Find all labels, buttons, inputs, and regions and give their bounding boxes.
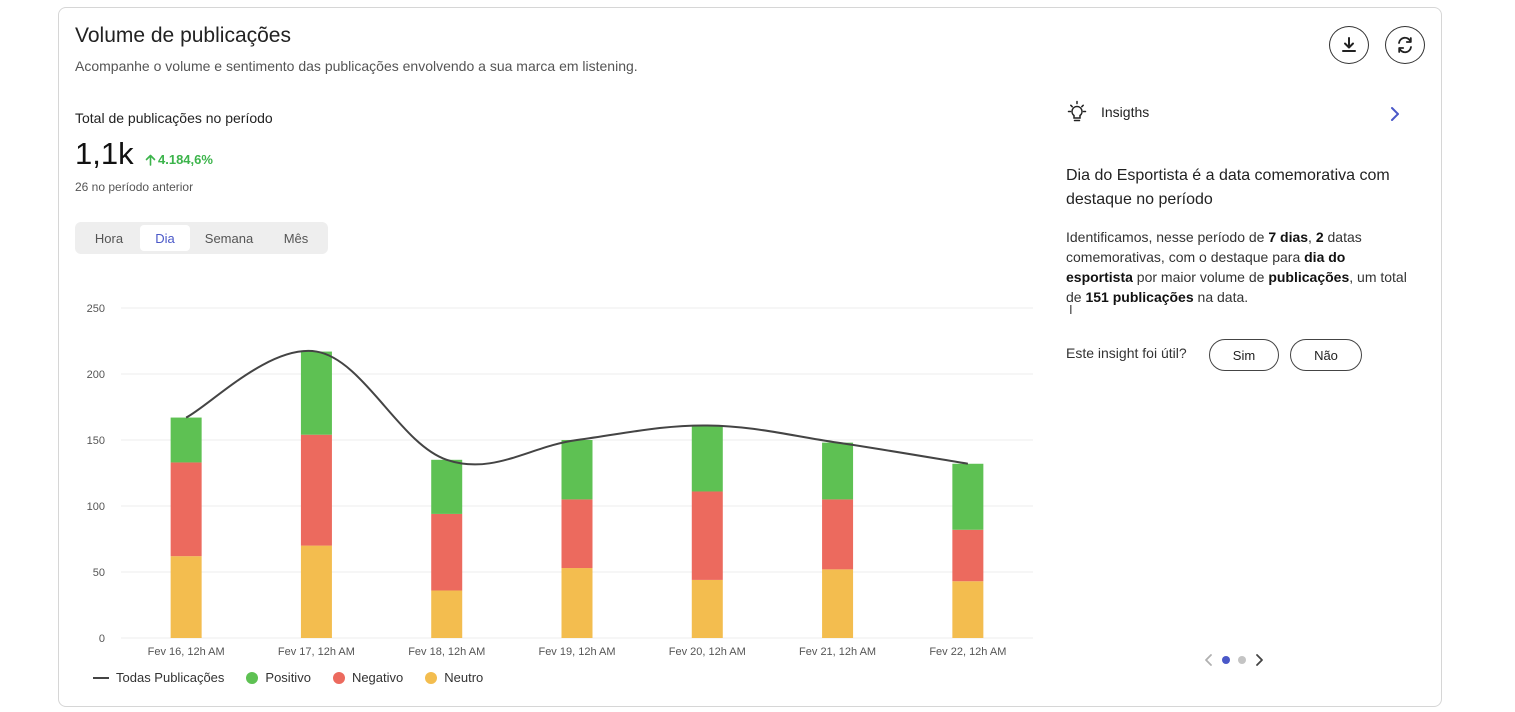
bar-negativo-2 [300, 434, 332, 546]
total-change-value: 4.184,6% [158, 152, 213, 167]
insights-header: Insigths [1065, 100, 1149, 124]
bar-negativo-6 [822, 499, 854, 570]
pager-dot-1[interactable] [1222, 656, 1230, 664]
insights-header-label: Insigths [1101, 104, 1150, 120]
tab-hora[interactable]: Hora [94, 230, 124, 246]
download-button[interactable] [1329, 26, 1369, 64]
total-label: Total de publicações no período [75, 110, 273, 126]
total-change: 4.184,6% [145, 152, 213, 167]
download-icon [1342, 37, 1356, 52]
line-todas-publicacoes [185, 349, 969, 466]
y-tick-label: 0 [99, 633, 105, 645]
legend-negative-label: Negativo [351, 670, 404, 685]
pager-next-chevron-icon[interactable] [1254, 653, 1264, 667]
bar-positivo-5 [691, 425, 723, 492]
bar-positivo-6 [822, 442, 854, 500]
y-tick-label: 100 [87, 501, 105, 513]
x-tick-label: Fev 19, 12h AM [538, 646, 615, 658]
x-tick-label: Fev 22, 12h AM [929, 646, 1006, 658]
legend-negative-swatch [332, 671, 345, 684]
bar-positivo-3 [431, 459, 463, 514]
feedback-no-button[interactable]: Não [1290, 339, 1362, 371]
lightbulb-icon [1067, 100, 1087, 122]
feedback-yes-button[interactable]: Sim [1209, 339, 1279, 371]
bar-neutro-6 [822, 569, 854, 638]
bar-positivo-1 [170, 417, 202, 463]
pager-dot-2[interactable] [1238, 656, 1246, 664]
bar-neutro-1 [170, 556, 202, 638]
x-tick-label: Fev 21, 12h AM [799, 646, 876, 658]
card-subtitle: Acompanhe o volume e sentimento das publ… [75, 58, 638, 74]
legend-all[interactable]: Todas Publicações [93, 670, 224, 685]
insights-next-chevron-icon[interactable] [1389, 106, 1401, 122]
arrow-up-icon [145, 154, 156, 166]
tab-mes[interactable]: Mês [283, 230, 309, 246]
bar-negativo-7 [952, 529, 984, 582]
legend-positive-label: Positivo [265, 670, 311, 685]
x-tick-label: Fev 20, 12h AM [669, 646, 746, 658]
legend-positive[interactable]: Positivo [246, 670, 311, 685]
tab-semana[interactable]: Semana [204, 230, 254, 246]
bar-neutro-7 [952, 581, 984, 638]
y-tick-label: 150 [87, 435, 105, 447]
legend-neutral-label: Neutro [444, 670, 484, 685]
bar-neutro-2 [300, 545, 332, 638]
x-tick-label: Fev 18, 12h AM [408, 646, 485, 658]
bar-positivo-4 [561, 440, 593, 500]
legend-line-swatch [93, 676, 109, 679]
bar-positivo-7 [952, 463, 984, 530]
legend-neutral-swatch [425, 671, 438, 684]
legend-negative[interactable]: Negativo [332, 670, 404, 685]
bar-neutro-5 [691, 579, 723, 638]
y-tick-label: 250 [87, 303, 105, 315]
tab-dia[interactable]: Dia [140, 225, 190, 251]
bar-negativo-5 [691, 491, 723, 580]
insight-pager [1204, 653, 1264, 667]
text-cursor-icon: I [1069, 302, 1073, 317]
card-title: Volume de publicações [75, 24, 291, 47]
bar-positivo-2 [300, 351, 332, 435]
chart-legend: Todas Publicações Positivo Negativo Neut… [93, 670, 483, 685]
insight-feedback-question: Este insight foi útil? [1066, 345, 1187, 361]
bar-negativo-4 [561, 499, 593, 569]
insight-body: Identificamos, nesse período de 7 dias, … [1066, 229, 1407, 305]
y-tick-label: 50 [93, 567, 105, 579]
bar-negativo-1 [170, 462, 202, 557]
granularity-selector: Hora Dia Semana Mês [75, 222, 328, 254]
legend-all-label: Todas Publicações [116, 670, 225, 685]
publication-volume-card: Volume de publicações Acompanhe o volume… [58, 7, 1442, 707]
refresh-button[interactable] [1385, 26, 1425, 64]
refresh-icon [1398, 36, 1412, 54]
publications-chart: 0 50 100 150 200 250 Fev 16, 12h AM Fev 17, 12h… [87, 303, 1033, 658]
pager-prev-chevron-icon[interactable] [1204, 653, 1214, 667]
y-tick-label: 200 [87, 369, 105, 381]
insight-title: Dia do Esportista é a data comemorativa … [1066, 167, 1390, 208]
x-tick-label: Fev 17, 12h AM [278, 646, 355, 658]
previous-period-text: 26 no período anterior [75, 180, 194, 194]
bar-neutro-3 [431, 590, 463, 638]
bar-neutro-4 [561, 568, 593, 638]
bar-negativo-3 [431, 513, 463, 591]
legend-positive-swatch [246, 671, 259, 684]
total-value: 1,1k [75, 136, 134, 171]
x-tick-label: Fev 16, 12h AM [148, 646, 225, 658]
legend-neutral[interactable]: Neutro [425, 670, 483, 685]
